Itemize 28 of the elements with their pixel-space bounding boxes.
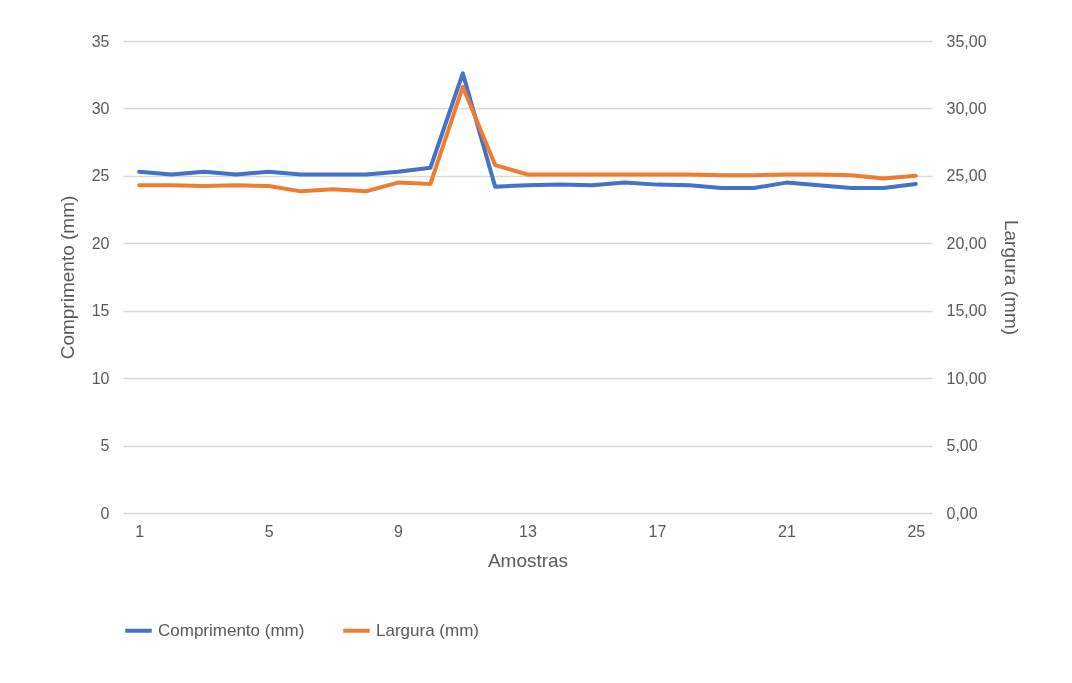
- y-tick-label: 20: [91, 234, 110, 252]
- x-tick-label: 1: [135, 522, 145, 540]
- x-tick-label: 9: [394, 522, 404, 540]
- y2-tick-label: 25,00: [946, 167, 987, 185]
- y-tick-label: 25: [91, 167, 110, 185]
- x-tick-label: 21: [777, 522, 796, 540]
- y2-tick-label: 20,00: [946, 234, 987, 252]
- y-tick-label: 30: [91, 99, 110, 117]
- legend-label: Comprimento (mm): [158, 620, 305, 640]
- y-tick-label: 10: [91, 369, 110, 387]
- y-tick-label: 35: [91, 32, 110, 50]
- y-axis-title: Comprimento (mm): [56, 195, 78, 360]
- y2-tick-label: 35,00: [946, 32, 987, 50]
- x-tick-label: 13: [519, 522, 537, 540]
- legend-label: Largura (mm): [376, 620, 479, 640]
- y-tick-label: 15: [91, 302, 110, 320]
- x-tick-label: 25: [907, 522, 926, 540]
- y2-tick-label: 5,00: [946, 437, 978, 455]
- y-tick-label: 5: [100, 437, 110, 455]
- y2-tick-label: 15,00: [946, 302, 987, 320]
- x-tick-label: 17: [648, 522, 667, 540]
- y2-axis-title: Largura (mm): [1000, 219, 1022, 336]
- y-tick-label: 0: [100, 504, 110, 522]
- y2-tick-label: 30,00: [946, 99, 987, 117]
- x-axis-title: Amostras: [487, 549, 569, 571]
- x-tick-label: 5: [264, 522, 274, 540]
- y2-tick-label: 10,00: [946, 369, 987, 387]
- y2-tick-label: 0,00: [946, 504, 978, 522]
